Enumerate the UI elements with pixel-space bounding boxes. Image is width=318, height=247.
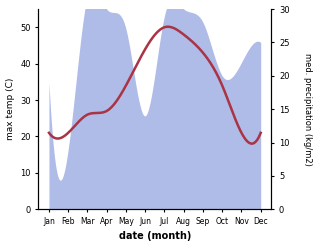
Y-axis label: med. precipitation (kg/m2): med. precipitation (kg/m2) bbox=[303, 53, 313, 165]
X-axis label: date (month): date (month) bbox=[119, 231, 191, 242]
Y-axis label: max temp (C): max temp (C) bbox=[5, 78, 15, 140]
